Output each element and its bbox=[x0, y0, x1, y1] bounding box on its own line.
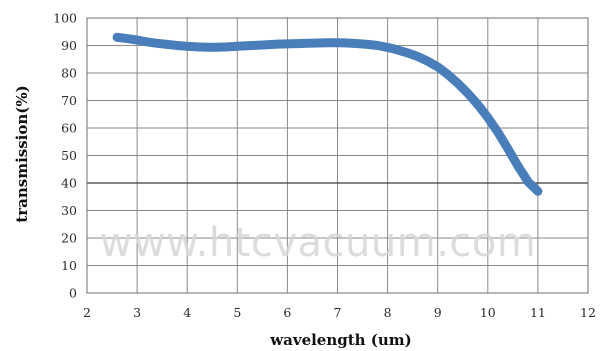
data-point bbox=[233, 42, 242, 51]
data-point bbox=[182, 42, 192, 51]
data-point bbox=[463, 89, 473, 98]
data-point bbox=[283, 39, 292, 49]
data-point bbox=[132, 35, 142, 45]
watermark-text: www.htcvacuum.com bbox=[100, 220, 537, 266]
x-axis-title: wavelength (um) bbox=[269, 331, 412, 349]
data-point bbox=[363, 40, 372, 49]
data-point bbox=[142, 37, 152, 47]
y-tick-label: 0 bbox=[69, 286, 77, 301]
y-tick-label: 90 bbox=[61, 38, 77, 53]
data-point bbox=[373, 41, 382, 50]
x-tick-label: 3 bbox=[133, 305, 141, 320]
x-tick-label: 11 bbox=[530, 305, 546, 320]
data-point bbox=[333, 38, 342, 48]
plot-area-border bbox=[86, 17, 589, 294]
data-point bbox=[443, 70, 453, 79]
y-tick-label: 80 bbox=[61, 66, 77, 81]
x-tick-label: 12 bbox=[580, 305, 596, 320]
y-tick-label: 50 bbox=[61, 148, 77, 163]
x-tick-label: 2 bbox=[83, 305, 91, 320]
x-tick-label: 10 bbox=[480, 305, 496, 320]
y-tick-label: 70 bbox=[61, 93, 77, 108]
data-point bbox=[162, 40, 172, 49]
data-point bbox=[323, 38, 332, 48]
data-point bbox=[513, 161, 523, 171]
data-point bbox=[293, 39, 302, 48]
tick-labels: 2 3 4 5 6 7 8 9 10 11 12 0 10 20 30 40 50 60 70 80 90 100 bbox=[53, 11, 596, 321]
x-tick-label: 6 bbox=[283, 305, 291, 320]
data-point bbox=[223, 42, 232, 52]
x-tick-label: 4 bbox=[183, 305, 191, 320]
x-tick-label: 9 bbox=[434, 305, 442, 320]
y-tick-label: 10 bbox=[61, 258, 77, 273]
data-point bbox=[473, 100, 483, 109]
y-tick-label: 100 bbox=[53, 11, 77, 26]
data-point bbox=[353, 39, 362, 48]
data-point bbox=[213, 42, 222, 52]
series-layer bbox=[112, 32, 543, 196]
transmission-series-line bbox=[112, 32, 543, 196]
data-point bbox=[313, 38, 322, 48]
data-point bbox=[393, 45, 402, 55]
data-point bbox=[423, 56, 433, 66]
y-tick-label: 20 bbox=[61, 231, 77, 246]
data-point bbox=[243, 41, 252, 51]
data-point bbox=[122, 34, 132, 43]
data-point bbox=[303, 39, 312, 48]
data-point bbox=[453, 78, 463, 88]
data-point bbox=[152, 39, 162, 48]
data-point bbox=[493, 127, 503, 137]
data-point bbox=[433, 62, 443, 72]
data-point bbox=[172, 41, 182, 50]
data-point bbox=[403, 48, 412, 58]
data-point bbox=[533, 187, 543, 196]
y-tick-label: 60 bbox=[61, 121, 77, 136]
data-point bbox=[273, 39, 282, 49]
data-point bbox=[202, 42, 212, 52]
data-point bbox=[252, 40, 262, 50]
data-point bbox=[413, 52, 423, 61]
y-tick-label: 40 bbox=[61, 176, 77, 191]
data-point bbox=[192, 42, 202, 52]
data-point bbox=[483, 113, 493, 122]
data-point bbox=[343, 38, 352, 48]
data-point bbox=[523, 177, 533, 186]
grid-lines bbox=[86, 17, 589, 294]
data-point bbox=[263, 40, 272, 49]
y-axis-title: transmission(%) bbox=[13, 85, 31, 222]
x-tick-label: 7 bbox=[334, 305, 342, 320]
data-point bbox=[503, 144, 513, 153]
x-tick-label: 8 bbox=[384, 305, 392, 320]
data-point bbox=[383, 43, 392, 52]
data-point bbox=[112, 33, 122, 42]
x-tick-label: 5 bbox=[233, 305, 241, 320]
y-tick-label: 30 bbox=[61, 203, 77, 218]
